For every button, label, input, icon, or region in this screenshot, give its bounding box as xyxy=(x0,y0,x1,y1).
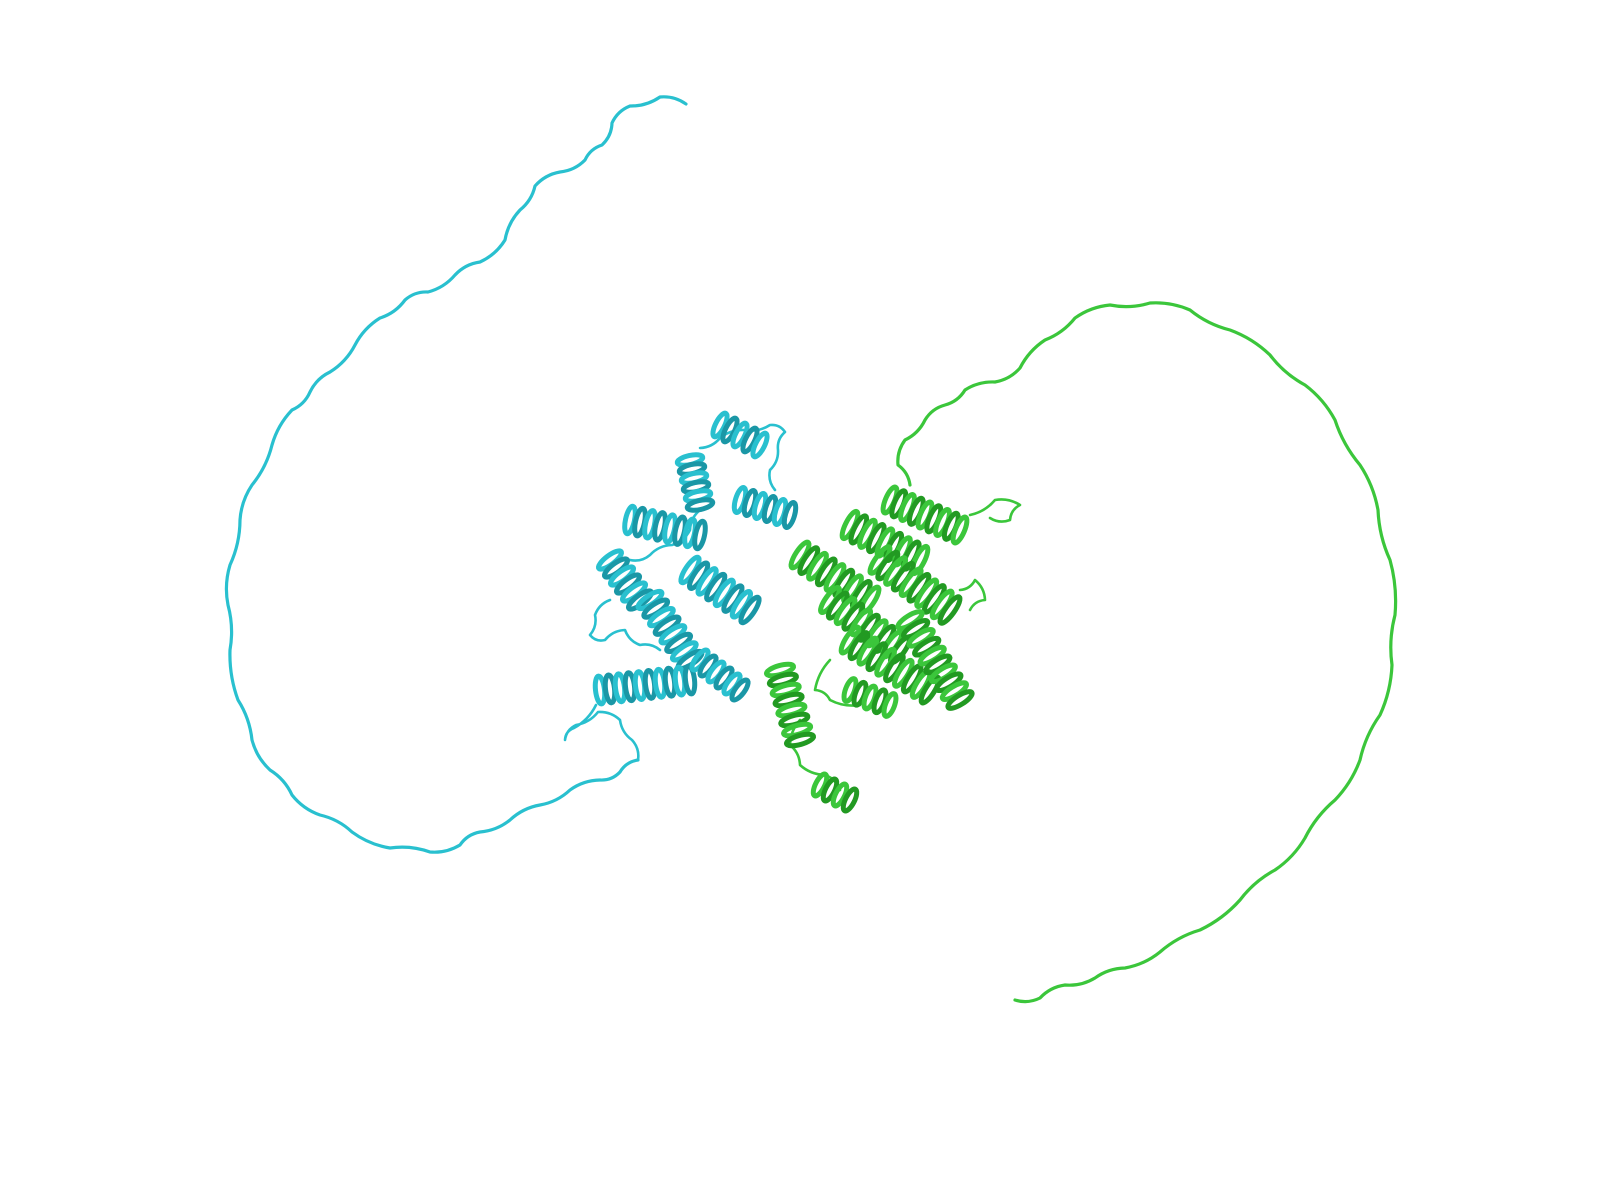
helix-turn xyxy=(682,663,698,697)
helix-turn xyxy=(783,731,817,749)
cyan-helix xyxy=(689,647,751,703)
green-helix xyxy=(880,484,970,546)
cyan-helix xyxy=(710,410,770,460)
helix-turn xyxy=(692,518,708,552)
chain-cyan xyxy=(224,95,799,854)
helix-turn xyxy=(945,689,975,711)
green-loop xyxy=(958,578,987,612)
cyan-helix xyxy=(592,663,698,707)
cyan-loop xyxy=(563,703,640,762)
cyan-helix xyxy=(731,484,799,531)
helix-turn xyxy=(781,499,799,531)
green-coil-tail xyxy=(896,301,1398,1004)
cyan-helix xyxy=(595,548,655,612)
chain-green xyxy=(763,301,1398,1004)
cyan-coil-tail xyxy=(224,95,688,854)
cyan-helix xyxy=(678,554,762,626)
green-helix xyxy=(763,661,817,749)
cyan-loop xyxy=(588,598,662,652)
green-loop xyxy=(968,498,1022,523)
helix-turn xyxy=(881,691,899,719)
cyan-helix xyxy=(674,452,716,513)
helix-turn xyxy=(750,430,770,460)
cyan-helix xyxy=(622,503,708,552)
helix-turn xyxy=(684,497,716,513)
helix-turn xyxy=(937,594,963,626)
green-helix xyxy=(841,676,899,719)
green-helix xyxy=(895,609,975,711)
green-helix xyxy=(867,544,963,626)
helix-turn xyxy=(738,594,762,626)
helix-turn xyxy=(729,677,751,703)
green-helix xyxy=(838,624,942,706)
helix-turn xyxy=(840,786,860,814)
helix-turn xyxy=(918,674,942,706)
helix-turn xyxy=(950,514,970,546)
green-helix xyxy=(810,771,860,814)
green-loop xyxy=(813,658,862,707)
